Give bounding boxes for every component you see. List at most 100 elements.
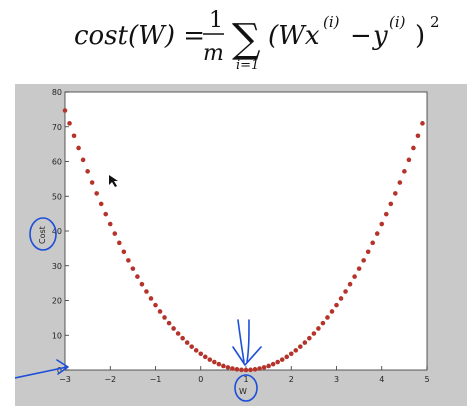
scatter-point xyxy=(98,201,104,207)
scatter-point xyxy=(202,354,208,360)
scatter-point xyxy=(257,366,262,371)
formula-close-paren: ) xyxy=(415,21,425,51)
y-tick-label: 10 xyxy=(52,331,62,340)
scatter-point xyxy=(347,281,353,287)
scatter-point xyxy=(302,340,308,345)
mouse-cursor-icon xyxy=(109,175,118,187)
y-tick-label: 0 xyxy=(57,366,62,375)
scatter-points xyxy=(62,108,425,373)
scatter-point xyxy=(184,340,190,345)
scatter-point xyxy=(420,121,425,126)
scatter-point xyxy=(175,331,181,336)
scatter-point xyxy=(144,289,149,294)
x-tick-label: 1 xyxy=(243,375,248,384)
scatter-point xyxy=(374,231,380,236)
formula-fraction-denominator: m xyxy=(203,41,224,66)
scatter-point xyxy=(189,344,194,349)
scatter-point xyxy=(193,348,199,353)
y-tick-label: 70 xyxy=(52,123,62,132)
formula-sum-symbol: ∑ xyxy=(232,16,261,62)
scatter-point xyxy=(343,289,348,294)
scatter-point xyxy=(234,367,240,372)
scatter-point xyxy=(261,365,267,370)
x-tick-label: 5 xyxy=(424,375,429,384)
scatter-point xyxy=(293,348,299,353)
scatter-point xyxy=(216,361,222,367)
scatter-point xyxy=(121,249,127,255)
scatter-point xyxy=(180,335,185,341)
x-tick-label: 4 xyxy=(379,375,384,384)
y-tick-label: 40 xyxy=(52,227,62,236)
plot-area xyxy=(64,91,428,371)
x-axis-ticks: −3 −2 −1 0 1 2 3 4 5 xyxy=(59,366,430,384)
pen-arrow-to-origin xyxy=(15,359,69,379)
scatter-point xyxy=(212,359,217,365)
scatter-point xyxy=(334,302,339,308)
y-tick-label: 60 xyxy=(52,158,62,167)
scatter-point xyxy=(316,326,321,331)
scatter-point xyxy=(139,281,145,287)
y-tick-label: 30 xyxy=(52,262,62,271)
scatter-point xyxy=(207,357,213,362)
formula-fraction-numerator: 1 xyxy=(209,8,223,33)
y-axis-label: Cost xyxy=(38,226,47,244)
scatter-point xyxy=(126,258,131,263)
y-tick-label: 80 xyxy=(52,88,62,97)
scatter-point xyxy=(198,351,204,357)
scatter-point xyxy=(225,365,231,370)
scatter-point xyxy=(107,221,113,227)
y-axis-ticks: 0 10 20 30 40 50 60 70 80 xyxy=(52,88,69,375)
scatter-point xyxy=(411,145,416,151)
scatter-point xyxy=(266,363,271,369)
scatter-point xyxy=(89,180,95,185)
x-tick-label: 2 xyxy=(289,375,294,384)
scatter-point xyxy=(352,274,357,279)
scatter-point xyxy=(171,326,176,331)
scatter-point xyxy=(329,309,335,314)
scatter-point xyxy=(415,133,421,139)
scatter-point xyxy=(365,249,371,255)
scatter-point xyxy=(85,169,90,174)
scatter-point xyxy=(62,108,68,113)
scatter-point xyxy=(279,357,285,362)
formula-power: 2 xyxy=(430,13,440,31)
scatter-point xyxy=(221,363,226,369)
x-tick-label: −2 xyxy=(104,375,116,384)
scatter-point xyxy=(166,320,172,326)
scatter-point xyxy=(402,169,407,174)
cost-formula: cost(W) = 1 m ∑ i=1 (Wx (i) − y (i) ) 2 xyxy=(74,8,440,73)
scatter-point xyxy=(157,309,163,314)
scatter-point xyxy=(379,221,385,227)
w-label-circle-annotation xyxy=(234,374,258,402)
scatter-point xyxy=(388,201,394,207)
scatter-point xyxy=(135,274,140,279)
scatter-point xyxy=(338,296,344,301)
formula-sum-lower-limit: i=1 xyxy=(236,58,259,73)
formula-superscript-2: (i) xyxy=(389,13,406,31)
cost-scatter-chart: −3 −2 −1 0 1 2 3 4 5 0 10 20 30 40 50 60 70 80 W Cost xyxy=(15,84,467,406)
scatter-point xyxy=(361,258,366,263)
scatter-point xyxy=(153,302,158,308)
scatter-point xyxy=(80,157,86,163)
scatter-point xyxy=(288,351,294,357)
scatter-point xyxy=(307,335,312,341)
scatter-point xyxy=(239,367,244,373)
scatter-point xyxy=(406,157,412,163)
scatter-point xyxy=(298,344,303,349)
scatter-point xyxy=(148,296,154,301)
formula-minus: − xyxy=(350,21,372,51)
scatter-point xyxy=(320,320,326,326)
scatter-point xyxy=(230,366,235,371)
scatter-point xyxy=(311,331,317,336)
scatter-point xyxy=(130,266,136,271)
scatter-point xyxy=(393,191,398,196)
y-tick-label: 50 xyxy=(52,192,62,201)
scatter-point xyxy=(248,367,253,373)
scatter-point xyxy=(162,315,167,320)
scatter-point xyxy=(284,354,290,360)
y-tick-label: 20 xyxy=(52,297,62,306)
scatter-point xyxy=(383,211,389,217)
scatter-point xyxy=(243,367,249,373)
scatter-point xyxy=(94,191,99,196)
x-tick-label: 3 xyxy=(334,375,339,384)
